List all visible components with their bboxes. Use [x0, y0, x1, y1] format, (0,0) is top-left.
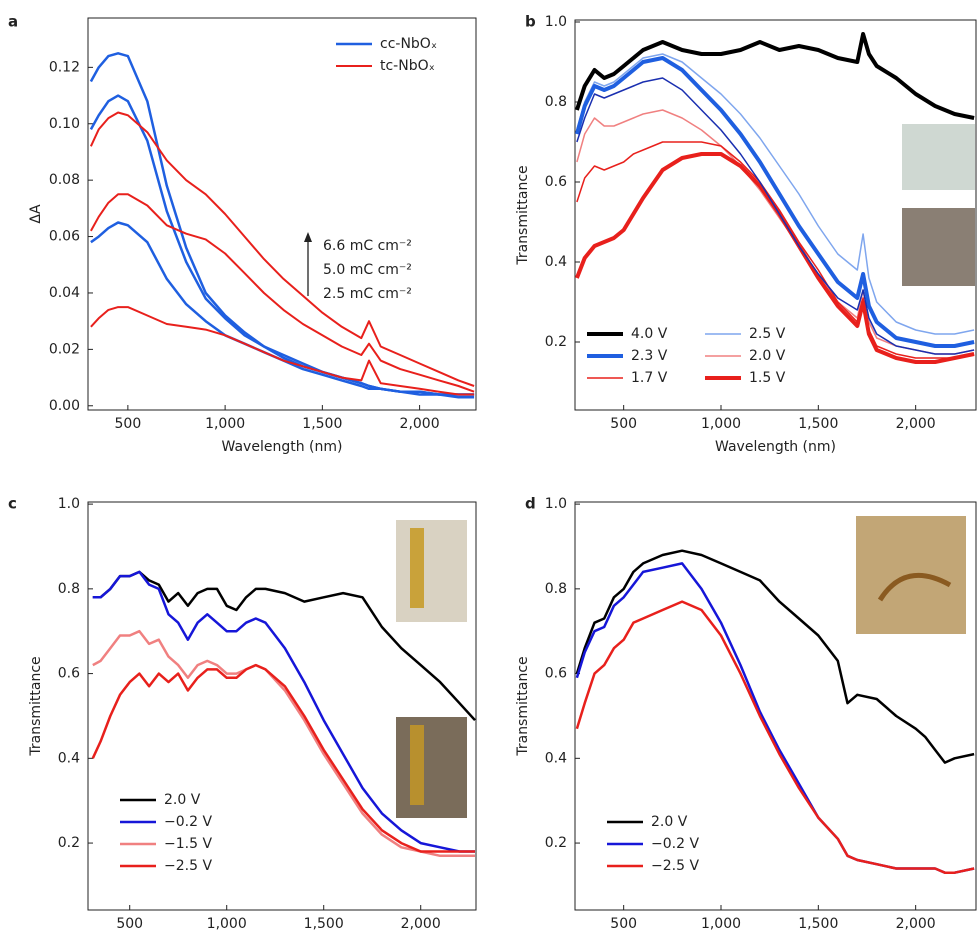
x-tick-label: 500	[115, 416, 142, 432]
y-tick-label: 0.06	[49, 229, 80, 245]
series-line	[575, 32, 975, 120]
x-tick-label: 1,000	[205, 416, 245, 432]
panel-label: b	[525, 13, 536, 31]
y-tick-label: 0.10	[49, 116, 80, 132]
series-line	[89, 111, 475, 387]
series-line	[92, 629, 475, 858]
x-tick-label: 2,000	[896, 416, 936, 432]
series-line	[92, 570, 475, 853]
x-tick-label: 2,000	[400, 416, 440, 432]
legend-label: 2.3 V	[631, 348, 668, 364]
x-tick-label: 500	[610, 916, 637, 932]
y-tick-label: 0.12	[49, 59, 80, 75]
x-tick-label: 1,500	[798, 916, 838, 932]
legend-label: 2.0 V	[164, 792, 201, 808]
legend-label: −1.5 V	[164, 836, 212, 852]
y-tick-label: 0.8	[545, 94, 567, 110]
y-tick-label: 0.6	[545, 174, 567, 190]
x-tick-label: 1,500	[302, 416, 342, 432]
x-axis-label: Wavelength (nm)	[222, 439, 343, 455]
inset-photos	[396, 124, 975, 818]
legend-label: −0.2 V	[164, 814, 212, 830]
y-tick-label: 0.6	[58, 666, 80, 682]
plot-frame	[574, 501, 977, 911]
y-tick-label: 1.0	[545, 496, 567, 512]
y-tick-label: 0.00	[49, 398, 80, 414]
legend-label: cc-NbOₓ	[380, 36, 437, 52]
y-tick-label: 1.0	[58, 496, 80, 512]
x-tick-label: 1,500	[304, 916, 344, 932]
photo	[396, 520, 467, 622]
legend-label: 1.7 V	[631, 370, 668, 386]
y-tick-label: 0.08	[49, 172, 80, 188]
plot-lines	[91, 570, 476, 858]
series-line	[576, 77, 975, 355]
y-axis-label: ΔA	[28, 204, 44, 224]
y-tick-label: 0.8	[58, 581, 80, 597]
y-tick-label: 1.0	[545, 14, 567, 30]
series-line	[91, 663, 475, 853]
plot-frame	[87, 501, 477, 911]
series-line	[575, 549, 975, 764]
series-line	[576, 53, 975, 335]
series-line	[576, 109, 975, 355]
y-tick-label: 0.2	[58, 835, 80, 851]
x-tick-label: 1,000	[701, 416, 741, 432]
x-tick-label: 1,000	[701, 916, 741, 932]
plot-lines	[89, 52, 475, 399]
x-tick-label: 500	[116, 916, 143, 932]
legend-label: −2.5 V	[651, 858, 699, 874]
x-axis-label: Wavelength (nm)	[715, 439, 836, 455]
legend-label: 2.5 V	[749, 326, 786, 342]
legend-label: −2.5 V	[164, 858, 212, 874]
legend-label: −0.2 V	[651, 836, 699, 852]
plot-lines	[575, 549, 975, 874]
photo	[902, 208, 975, 286]
photo	[902, 124, 975, 190]
legend-label: 1.5 V	[749, 370, 786, 386]
series-line	[575, 56, 975, 348]
legend-label: 4.0 V	[631, 326, 668, 342]
photo-tape	[410, 528, 424, 608]
series-line	[89, 52, 475, 396]
y-tick-label: 0.04	[49, 285, 80, 301]
x-tick-label: 500	[610, 416, 637, 432]
photo	[396, 717, 467, 818]
photo-film	[877, 572, 952, 602]
legend-label: 2.0 V	[651, 814, 688, 830]
y-tick-label: 0.02	[49, 341, 80, 357]
y-tick-label: 0.8	[545, 581, 567, 597]
plot-frame	[574, 19, 977, 411]
panel-label: c	[8, 495, 17, 513]
y-tick-label: 0.2	[545, 835, 567, 851]
plot-lines	[575, 32, 975, 364]
panel-label: a	[8, 13, 18, 31]
annotation: 5.0 mC cm⁻²	[323, 262, 412, 278]
y-tick-label: 0.2	[545, 334, 567, 350]
series-line	[90, 306, 475, 396]
annotation-arrowhead	[304, 232, 312, 242]
plot-frame	[87, 17, 477, 411]
y-axis-label: Transmittance	[515, 165, 531, 265]
y-tick-label: 0.4	[58, 750, 80, 766]
y-tick-label: 0.4	[545, 750, 567, 766]
series-line	[575, 152, 975, 364]
series-line	[575, 600, 975, 874]
legend-label: 2.0 V	[749, 348, 786, 364]
x-tick-label: 2,000	[401, 916, 441, 932]
panel-label: d	[525, 495, 536, 513]
y-tick-label: 0.6	[545, 666, 567, 682]
annotation: 2.5 mC cm⁻²	[323, 286, 412, 302]
series-line	[90, 193, 475, 393]
annotation: 6.6 mC cm⁻²	[323, 238, 412, 254]
x-tick-label: 1,500	[798, 416, 838, 432]
y-tick-label: 0.4	[545, 254, 567, 270]
photo-tape	[410, 725, 424, 805]
y-axis-label: Transmittance	[28, 656, 44, 756]
x-tick-label: 1,000	[207, 916, 247, 932]
y-axis-label: Transmittance	[515, 656, 531, 756]
legend-label: tc-NbOₓ	[380, 58, 435, 74]
x-tick-label: 2,000	[896, 916, 936, 932]
